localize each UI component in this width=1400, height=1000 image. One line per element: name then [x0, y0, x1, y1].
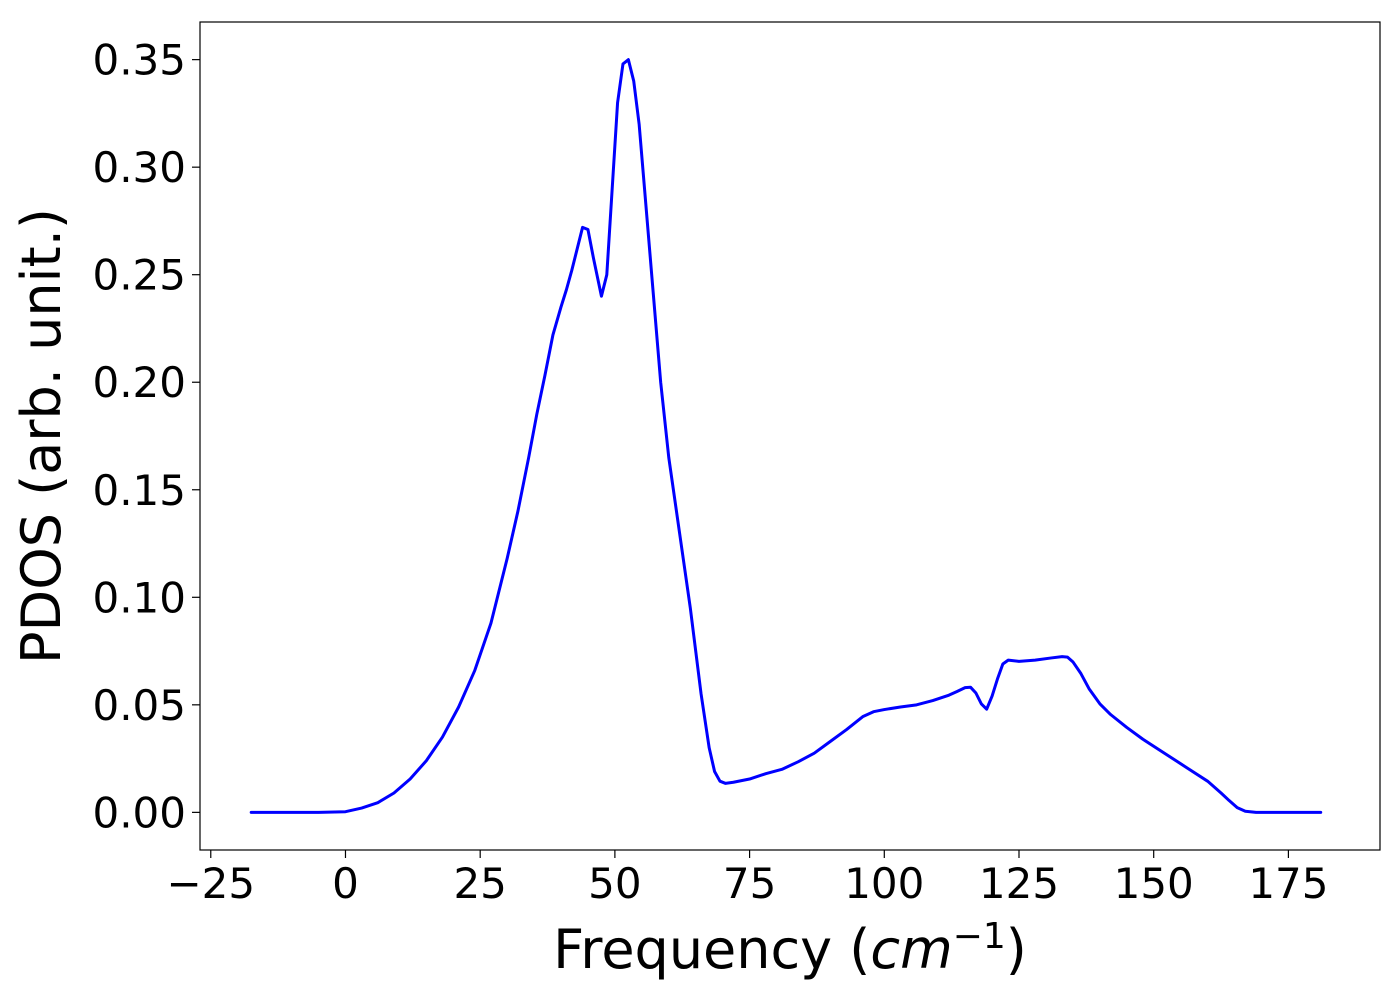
y-tick-label: 0.00 [92, 788, 186, 837]
plot-frame [199, 21, 1381, 851]
y-tick-label: 0.10 [92, 573, 186, 622]
y-tick-label: 0.35 [92, 36, 186, 85]
x-tick-label: 150 [1114, 859, 1194, 908]
y-axis-label: PDOS (arb. unit.) [10, 208, 73, 664]
y-tick-label: 0.05 [92, 681, 186, 730]
x-tick-label: 125 [979, 859, 1059, 908]
y-tick-label: 0.20 [92, 358, 186, 407]
y-tick-label: 0.25 [92, 251, 186, 300]
series-line-0 [249, 58, 1323, 814]
x-tick-label: −25 [166, 859, 255, 908]
x-tick-label: 75 [723, 859, 776, 908]
x-tick-label: 0 [332, 859, 359, 908]
y-tick-label: 0.30 [92, 143, 186, 192]
x-tick-label: 50 [588, 859, 641, 908]
x-axis-label: Frequency (cm−1) [553, 916, 1027, 982]
y-tick-label: 0.15 [92, 466, 186, 515]
x-tick-label: 175 [1248, 859, 1328, 908]
x-tick-label: 25 [453, 859, 506, 908]
x-tick-label: 100 [844, 859, 924, 908]
